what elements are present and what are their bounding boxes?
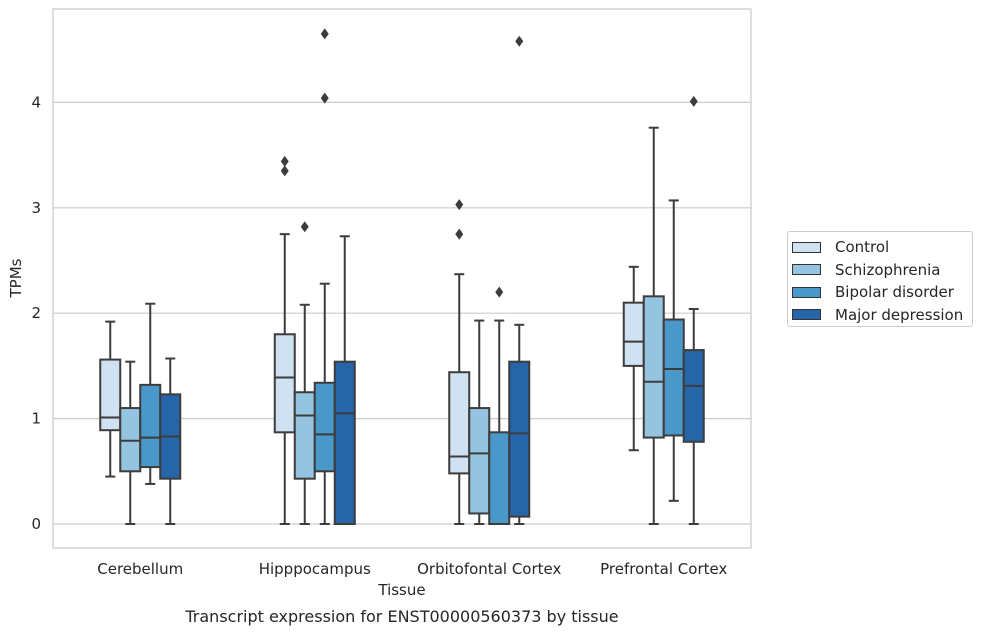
legend-swatch [792,264,821,276]
chart-caption: Transcript expression for ENST0000056037… [184,607,618,626]
y-tick-label: 3 [31,199,41,217]
outlier-point [280,165,289,177]
x-tick-label: Hipppocampus [259,560,371,578]
box-iqr [662,318,685,437]
box-bipolar-disorder [139,302,162,485]
x-tick-label: Prefrontal Cortex [600,560,727,578]
box-iqr [313,381,336,473]
y-tick-label: 0 [31,515,41,533]
box-iqr [468,407,491,515]
legend-item: Bipolar disorder [792,281,972,304]
box-bipolar-disorder [662,199,685,502]
legend-label: Bipolar disorder [835,283,954,302]
legend-label: Control [835,238,890,257]
outlier-point [689,95,698,107]
plot-frame [52,8,752,549]
y-tick-label: 2 [31,304,41,322]
box-major-depression [333,235,356,525]
y-axis-label: TPMs [7,258,25,298]
box-iqr [508,360,531,518]
box-control [99,320,122,478]
box-schizophrenia [642,126,665,525]
box-major-depression [682,95,705,525]
x-tick-label: Orbitofontal Cortex [417,560,561,578]
box-iqr [119,407,142,473]
box-iqr [333,360,356,525]
outlier-point [280,155,289,167]
box-control [622,265,645,452]
y-axis-ticks: 0 1 2 3 4 [31,93,41,533]
box-iqr [448,371,471,475]
outlier-point [320,28,329,40]
legend-swatch [792,286,821,298]
x-axis-label: Tissue [377,581,425,599]
outlier-point [300,221,309,233]
y-tick-label: 1 [31,410,41,428]
box-schizophrenia [119,360,142,525]
legend-swatch [792,241,821,253]
box-iqr [293,391,316,480]
legend-swatch [792,309,821,321]
outlier-point [455,199,464,211]
legend-label: Schizophrenia [835,260,941,279]
box-major-depression [159,357,182,525]
box-bipolar-disorder [488,286,511,525]
box-bipolar-disorder [313,28,336,525]
x-axis-ticks: Cerebellum Hipppocampus Orbitofontal Corte… [97,560,727,578]
box-major-depression [508,35,531,525]
legend-item: Schizophrenia [792,259,972,282]
box-iqr [682,349,705,443]
box-iqr [99,358,122,432]
box-iqr [488,431,511,525]
outlier-point [320,92,329,104]
outlier-point [455,228,464,240]
legend-item: Major depression [792,304,972,327]
box-schizophrenia [468,319,491,525]
box-control [448,199,471,525]
box-iqr [139,383,162,469]
x-tick-label: Cerebellum [97,560,183,578]
legend: Control Schizophrenia Bipolar disorder Majo… [787,231,973,327]
box-iqr [273,333,296,434]
box-control [273,155,296,525]
outlier-point [495,286,504,298]
box-series [99,28,705,525]
box-iqr [642,295,665,439]
box-iqr [622,301,645,367]
box-schizophrenia [293,221,316,525]
legend-item: Control [792,236,972,259]
outlier-point [515,35,524,47]
y-tick-label: 4 [31,93,41,111]
legend-label: Major depression [835,305,964,324]
